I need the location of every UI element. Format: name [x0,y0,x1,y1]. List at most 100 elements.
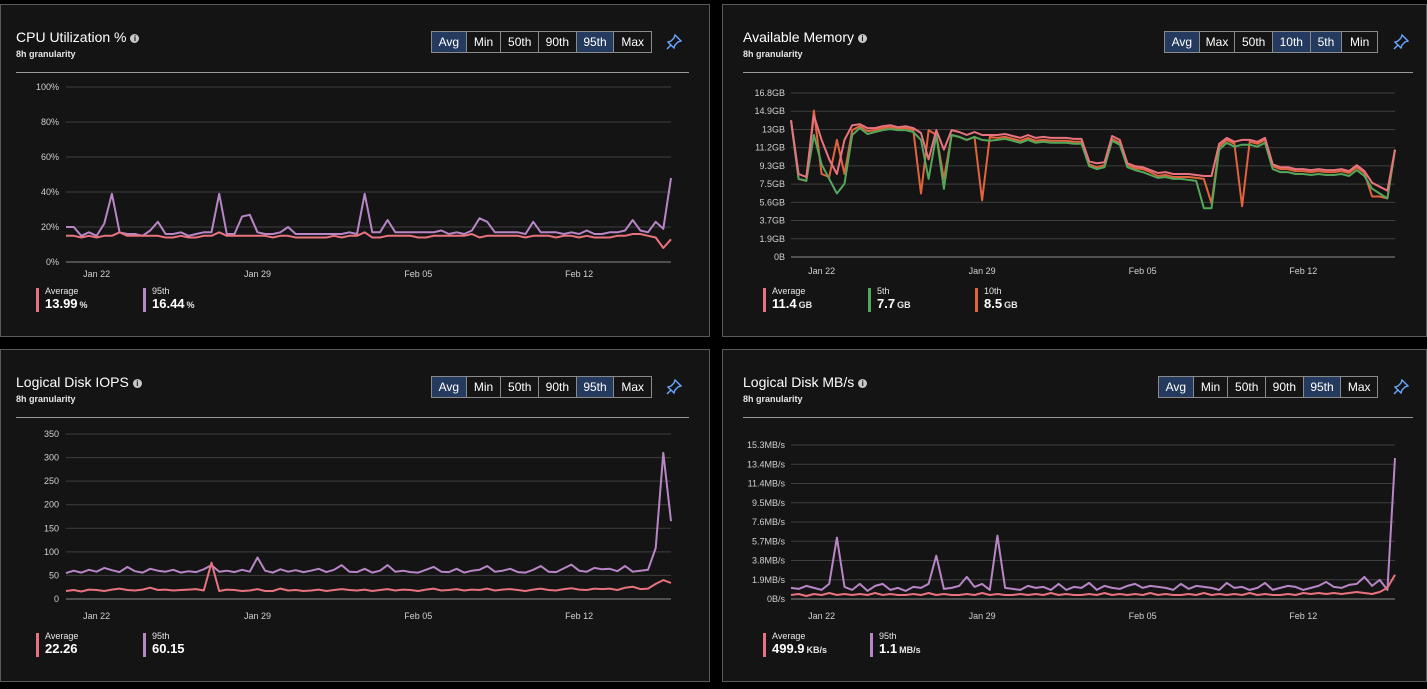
series-line-average [790,114,1396,192]
series-line-average [790,574,1396,597]
y-tick-label: 200 [44,500,59,510]
pin-icon[interactable] [665,33,683,51]
pin-icon[interactable] [665,378,683,396]
y-tick-label: 13GB [762,124,785,134]
panel-title: CPU Utilization % i [16,29,140,45]
y-tick-label: 50 [49,570,59,580]
info-icon[interactable]: i [130,34,140,43]
legend-name: 95th [879,631,897,641]
pin-icon[interactable] [1392,378,1410,396]
agg-button-50th[interactable]: 50th [1235,32,1273,52]
agg-button-95th[interactable]: 95th [576,32,615,52]
x-tick-label: Feb 05 [404,611,432,621]
legend-value: 22.26 [45,641,78,656]
legend-name: 95th [152,631,170,641]
agg-button-avg[interactable]: Avg [432,377,467,397]
agg-button-90th[interactable]: 90th [1266,377,1304,397]
y-tick-label: 5.6GB [759,197,785,207]
agg-button-avg[interactable]: Avg [1165,32,1200,52]
legend-item-95th[interactable]: 95th 60.15 [143,632,250,658]
header-divider [743,72,1413,73]
y-tick-label: 250 [44,476,59,486]
y-tick-label: 3.8MB/s [752,556,786,566]
agg-button-min[interactable]: Min [1194,377,1229,397]
agg-button-90th[interactable]: 90th [539,377,577,397]
legend-name: Average [45,286,79,296]
x-tick-label: Jan 22 [808,266,835,276]
legend-item-average[interactable]: Average 22.26 [36,632,143,658]
agg-button-max[interactable]: Max [1200,32,1236,52]
y-tick-label: 13.4MB/s [747,459,786,469]
legend-value: 13.99% [45,296,88,311]
y-tick-label: 1.9GB [759,234,785,244]
iops-chart: 0 50 100 150 200 250 300 350 Jan 22 Jan 29 Feb 05 F… [44,429,672,621]
agg-button-50th[interactable]: 50th [1228,377,1267,397]
series-line-10th [790,109,1396,208]
x-tick-label: Feb 05 [404,269,432,279]
agg-button-avg[interactable]: Avg [1159,377,1194,397]
panel-title: Logical Disk IOPS i [16,374,142,390]
series-line-95th [790,458,1396,592]
legend-swatch [763,288,766,312]
legend-name: Average [772,286,806,296]
chart-legend: Average 11.4 GB 5th 7.7 GB 10th 8.5 GB [763,287,1082,313]
y-tick-label: 100% [36,82,59,92]
legend-item-average[interactable]: Average 499.9 KB/s [763,632,870,658]
header-divider [16,72,689,73]
legend-item-95th[interactable]: 95th 16.44% [143,287,250,313]
x-tick-label: Jan 22 [83,269,110,279]
x-tick-label: Feb 12 [565,269,593,279]
legend-swatch [36,288,39,312]
legend-value: 11.4 GB [772,296,813,311]
agg-button-50th[interactable]: 50th [501,377,540,397]
x-tick-label: Jan 22 [83,611,110,621]
y-tick-label: 80% [41,117,59,127]
x-tick-label: Feb 05 [1129,266,1157,276]
legend-item-10th[interactable]: 10th 8.5 GB [975,287,1082,313]
legend-value: 16.44% [152,296,195,311]
y-tick-label: 7.5GB [759,179,785,189]
y-tick-label: 40% [41,187,59,197]
y-tick-label: 350 [44,429,59,439]
pin-icon[interactable] [1392,33,1410,51]
agg-button-max[interactable]: Max [621,380,644,394]
agg-button-max[interactable]: Max [621,35,644,49]
agg-button-10th[interactable]: 10th [1272,32,1311,52]
agg-button-avg[interactable]: Avg [432,32,467,52]
legend-name: 10th [984,286,1002,296]
legend-item-average[interactable]: Average 13.99% [36,287,143,313]
agg-button-95th[interactable]: 95th [576,377,615,397]
series-line-average [65,561,672,593]
agg-button-max[interactable]: Max [1347,380,1371,394]
info-icon[interactable]: i [858,34,868,43]
info-icon[interactable]: i [858,379,868,388]
y-tick-label: 7.6MB/s [752,517,786,527]
panel-title: Logical Disk MB/s i [743,374,868,390]
agg-button-50th[interactable]: 50th [501,32,540,52]
y-tick-label: 11.2GB [755,143,785,153]
logical-disk-iops-panel: Logical Disk IOPS i 8h granularity Avg Mi… [0,349,710,682]
aggregation-toggle: Avg Min 50th 90th 95th Max [431,376,652,398]
series-line-95th [65,451,672,575]
legend-item-5th[interactable]: 5th 7.7 GB [868,287,975,313]
series-line-95th [66,177,672,237]
x-tick-label: Feb 12 [1289,611,1317,621]
agg-button-5th[interactable]: 5th [1310,32,1343,52]
disk-mbps-chart: 0B/s 1.9MB/s 3.8MB/s 5.7MB/s 7.6MB/s 9.5MB/s 1… [747,440,1396,621]
x-tick-label: Jan 29 [969,611,996,621]
legend-item-95th[interactable]: 95th 1.1 MB/s [870,632,977,658]
logical-disk-mbps-panel: Logical Disk MB/s i 8h granularity Avg Mi… [722,349,1427,682]
agg-button-min[interactable]: Min [467,32,502,52]
legend-item-average[interactable]: Average 11.4 GB [763,287,868,313]
agg-button-min[interactable]: Min [1349,35,1370,49]
agg-button-90th[interactable]: 90th [539,32,577,52]
agg-button-min[interactable]: Min [467,377,502,397]
x-tick-label: Jan 22 [808,611,835,621]
agg-button-95th[interactable]: 95th [1303,377,1342,397]
y-tick-label: 3.7GB [759,216,785,226]
legend-swatch [36,633,39,657]
aggregation-toggle: Avg Min 50th 90th 95th Max [431,31,652,53]
info-icon[interactable]: i [132,379,142,388]
legend-value: 7.7 GB [877,296,911,311]
panel-subtitle: 8h granularity [743,49,803,59]
